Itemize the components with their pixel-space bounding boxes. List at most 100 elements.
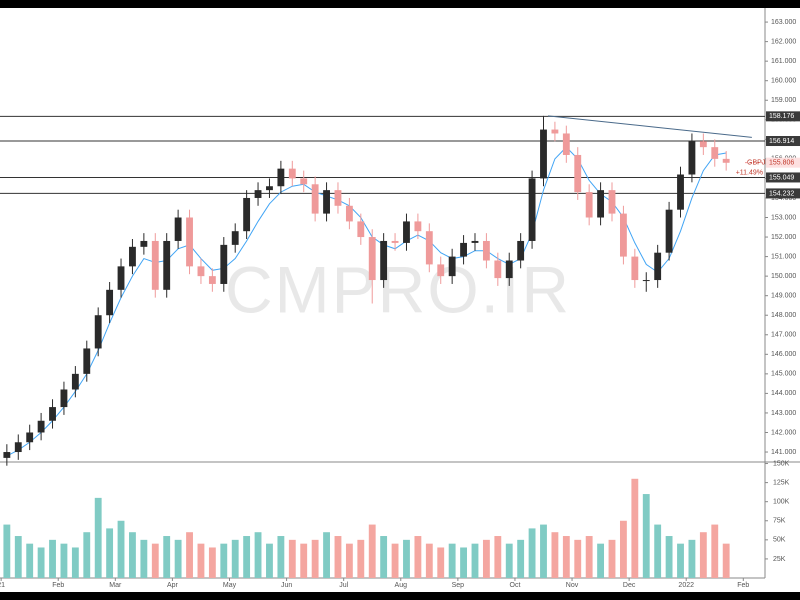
candle-body	[380, 240, 388, 281]
candle-body	[414, 221, 422, 232]
x-tick-label: Sep	[452, 582, 465, 589]
candle-body	[654, 252, 662, 281]
volume-bar	[266, 543, 273, 578]
volume-bar	[254, 532, 262, 578]
candle-body	[597, 190, 605, 218]
candle-body	[83, 348, 91, 374]
candle-body	[151, 240, 159, 290]
candle-body	[129, 246, 136, 267]
volume-bar	[517, 539, 525, 578]
candle-body	[323, 190, 330, 214]
y-tick-label: 142.000	[771, 429, 796, 436]
x-tick-label: 21	[0, 582, 5, 589]
volume-bar	[665, 536, 673, 578]
x-tick-label: Feb	[52, 582, 64, 589]
y-tick-label: 151.000	[771, 253, 796, 260]
volume-bar	[608, 539, 616, 578]
volume-bar	[288, 539, 296, 578]
volume-bar	[642, 494, 650, 578]
candle-body	[197, 266, 205, 277]
volume-bar	[528, 528, 536, 578]
volume-bar	[208, 547, 216, 578]
volume-bar	[311, 539, 319, 578]
y-tick-label: 153.000	[771, 214, 796, 221]
y-tick-label: 147.000	[771, 332, 796, 339]
y-tick-label: 162.000	[771, 38, 796, 45]
volume-bar	[460, 547, 467, 578]
volume-bar	[277, 536, 285, 578]
y-tick-label: 161.000	[771, 58, 796, 65]
last-price-label: 155.806	[769, 160, 794, 167]
candle-body	[471, 240, 479, 243]
y2-tick-label: 50K	[773, 537, 786, 544]
candle-body	[677, 174, 684, 210]
candle-body	[220, 244, 228, 284]
volume-bar	[71, 547, 79, 578]
level-label: 155.049	[769, 174, 794, 181]
x-tick-label: Dec	[623, 582, 636, 589]
volume-bar	[94, 497, 102, 578]
volume-bar	[585, 536, 593, 578]
watermark: CMPRO.IR	[225, 252, 571, 326]
candle-body	[505, 260, 513, 279]
volume-bar	[448, 543, 456, 578]
volume-bar	[37, 547, 45, 578]
volume-bar	[722, 543, 730, 578]
candle-body	[711, 147, 719, 159]
y-tick-label: 145.000	[771, 371, 796, 378]
volume-bar	[711, 524, 719, 578]
volume-bar	[220, 543, 228, 578]
y-tick-label: 159.000	[771, 97, 796, 104]
last-price-box	[766, 157, 800, 168]
candle-body	[49, 407, 56, 421]
volume-bar	[163, 536, 171, 578]
candle-body	[117, 266, 125, 290]
level-label-box	[766, 188, 800, 199]
candle-body	[551, 129, 559, 134]
candle-body	[71, 373, 79, 390]
volume-bar	[414, 536, 422, 578]
volume-bar	[186, 532, 193, 578]
y2-tick-label: 75K	[773, 518, 786, 525]
candle-body	[494, 260, 502, 279]
candle-body	[140, 240, 148, 247]
candle-body	[163, 240, 171, 290]
candle-body	[266, 186, 273, 191]
volume-bar	[174, 539, 182, 578]
candle-body	[311, 184, 319, 214]
volume-bar	[471, 543, 479, 578]
candle-body	[722, 158, 730, 163]
candle-body	[448, 256, 456, 277]
volume-bar	[505, 543, 513, 578]
y-tick-label: 143.000	[771, 410, 796, 417]
candle-body	[562, 133, 570, 155]
candle-body	[425, 231, 433, 265]
candle-body	[528, 178, 536, 241]
volume-bar	[494, 536, 502, 578]
volume-bar	[140, 539, 148, 578]
y2-tick-label: 125K	[773, 479, 790, 486]
candle-body	[26, 432, 34, 443]
volume-bar	[14, 536, 22, 578]
candle-body	[254, 190, 262, 198]
candle-body	[14, 442, 22, 453]
volume-bar	[117, 520, 125, 578]
candle-body	[517, 240, 525, 261]
candle-body	[288, 168, 296, 179]
candle-body	[631, 256, 639, 281]
volume-bar	[106, 528, 114, 578]
candle-body	[37, 420, 45, 433]
y-tick-label: 163.000	[771, 19, 796, 26]
candle-body	[608, 190, 616, 214]
x-tick-label: Jul	[339, 582, 348, 589]
candle-body	[540, 129, 547, 179]
candle-body	[357, 221, 365, 238]
candle-body	[574, 154, 582, 193]
candle-body	[106, 289, 114, 316]
volume-bar	[243, 536, 251, 578]
volume-bar	[562, 536, 570, 578]
y-tick-label: 152.000	[771, 234, 796, 241]
volume-bar	[334, 536, 342, 578]
